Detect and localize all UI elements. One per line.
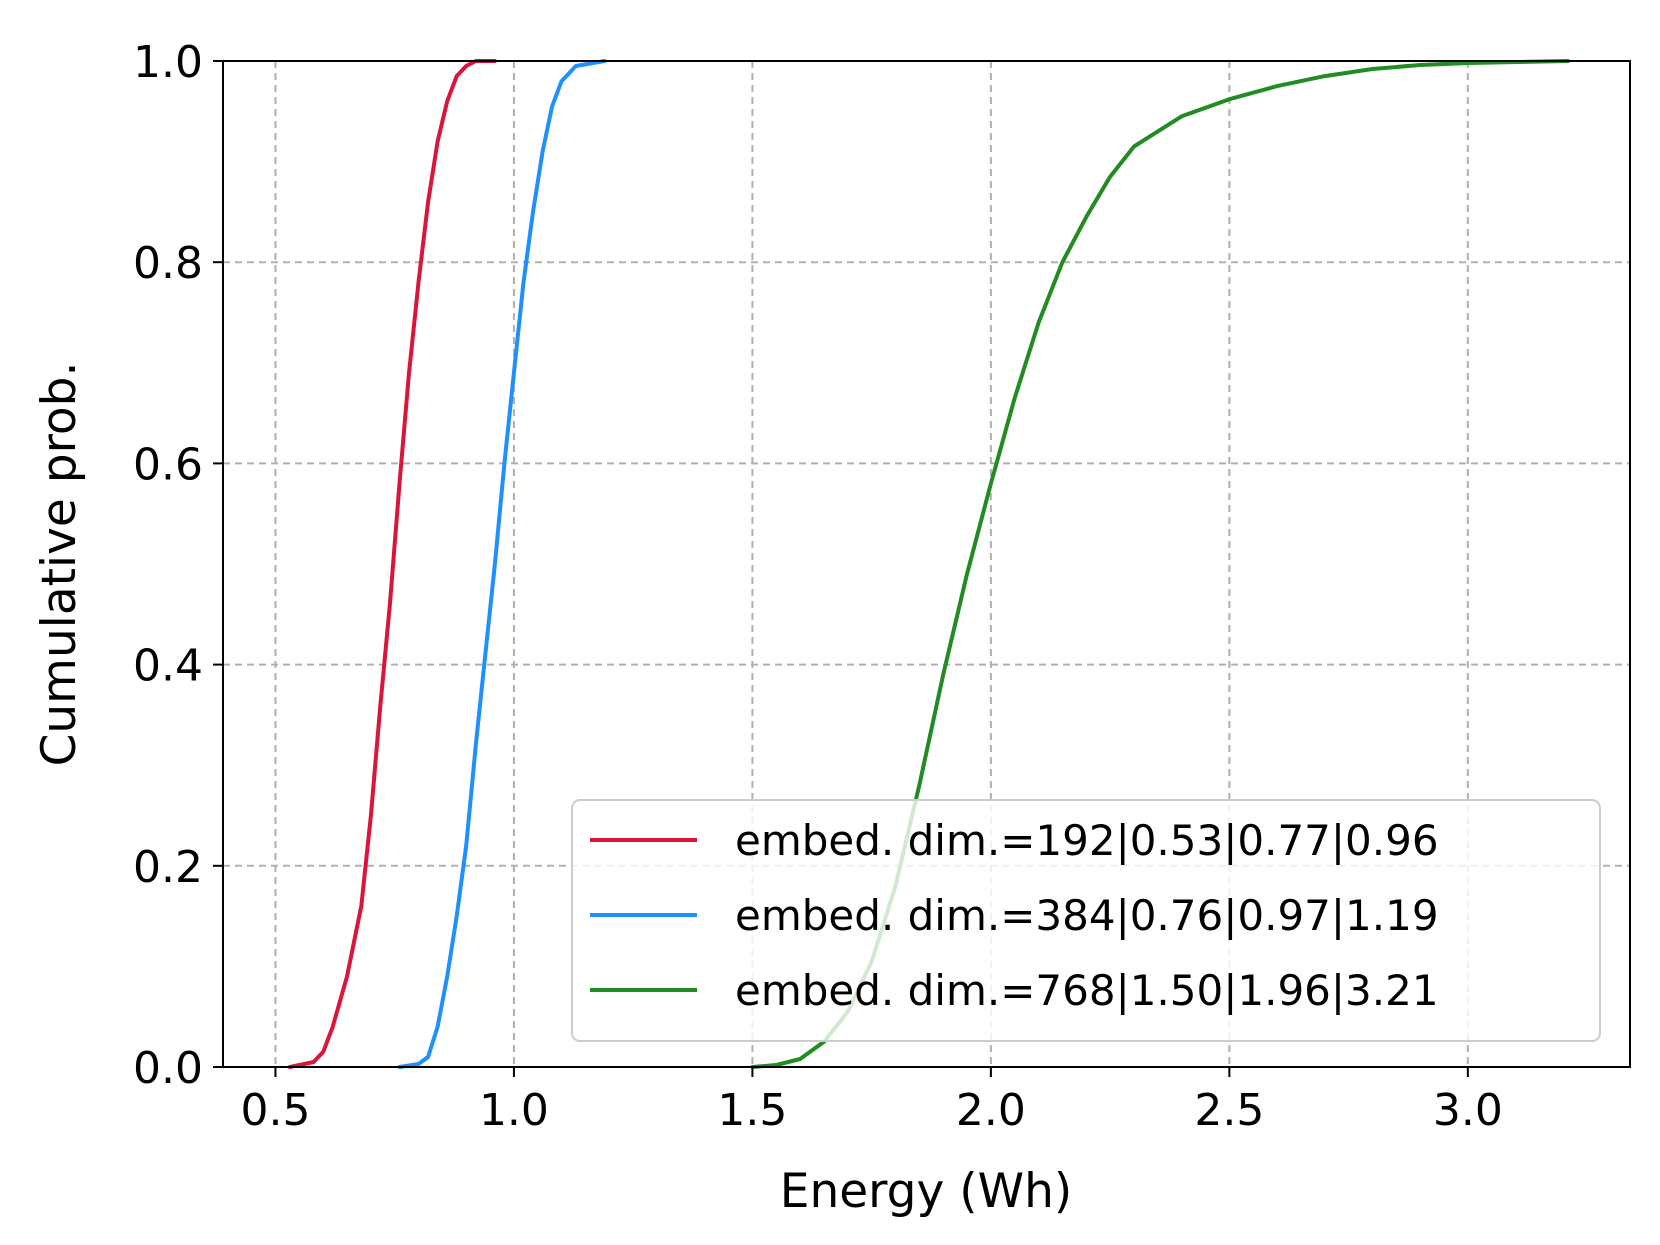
x-tick-label: 2.5 [1194,1085,1264,1136]
legend-label-1: embed. dim.=192|0.53|0.77|0.96 [735,816,1439,865]
plot-frame [222,60,1631,1068]
x-tick-label: 0.5 [240,1085,310,1136]
x-tick-label: 1.0 [479,1085,549,1136]
legend-label-3: embed. dim.=768|1.50|1.96|3.21 [735,966,1439,1015]
axis-ticks: 0.5 1.0 1.5 2.0 2.5 3.0 0.0 0.2 0.4 0.6 0.8 1.0 [133,37,1503,1136]
legend: embed. dim.=192|0.53|0.77|0.96 embed. dim… [571,799,1601,1042]
series-line-1 [287,59,497,1069]
y-tick-label: 0.4 [133,641,203,692]
x-axis-label: Energy (Wh) [780,1164,1072,1219]
y-tick-label: 0.0 [133,1043,203,1094]
y-axis-label: Cumulative prob. [32,362,87,767]
series-line-2 [397,59,607,1069]
y-tick-label: 1.0 [133,37,203,88]
x-tick-label: 1.5 [717,1085,787,1136]
legend-box [571,799,1601,1042]
y-tick-label: 0.8 [133,238,203,289]
y-tick-label: 0.6 [133,439,203,490]
y-tick-label: 0.2 [133,842,203,893]
legend-label-2: embed. dim.=384|0.76|0.97|1.19 [735,891,1439,940]
x-tick-label: 2.0 [956,1085,1026,1136]
grid [223,61,1630,1067]
x-tick-label: 3.0 [1433,1085,1503,1136]
